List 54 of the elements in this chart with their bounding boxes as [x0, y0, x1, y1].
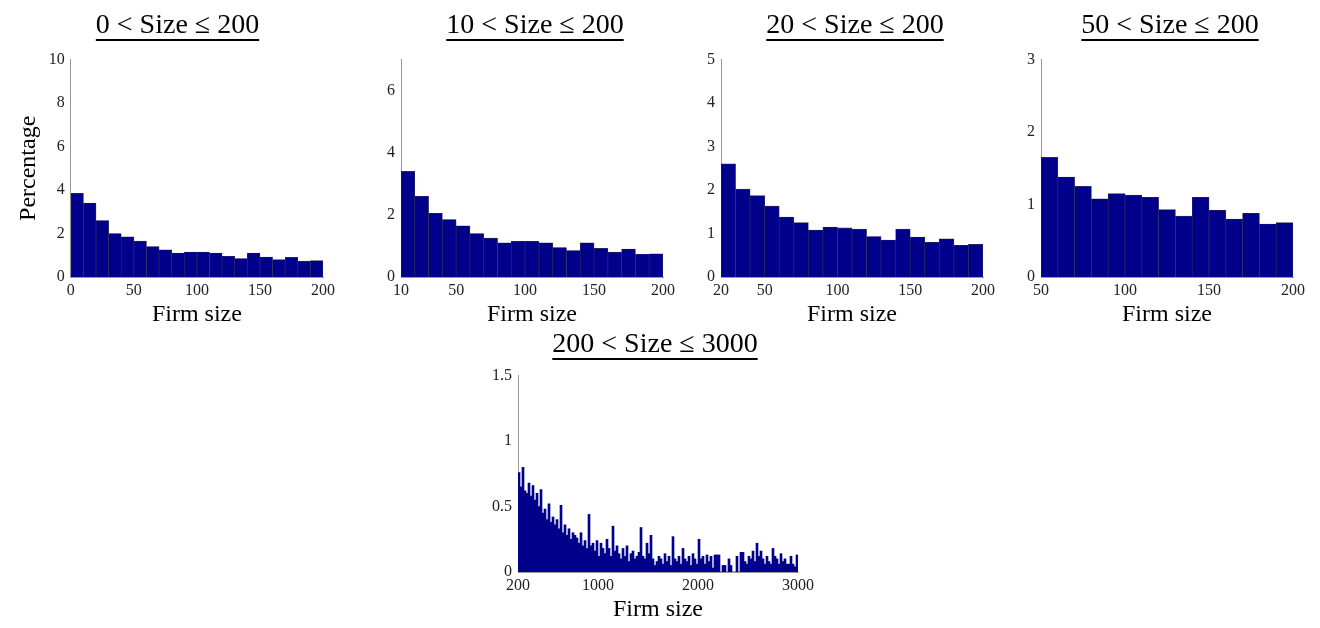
x-axis-title: Firm size — [487, 299, 577, 326]
y-tick-label: 4 — [387, 142, 395, 160]
y-tick-label: 2 — [387, 205, 395, 223]
x-tick-label: 200 — [1281, 280, 1305, 298]
chart-title: 200 < Size ≤ 3000 — [552, 327, 758, 359]
x-tick-label: 200 — [311, 280, 335, 298]
y-tick-label: 0 — [56, 267, 65, 285]
x-tick-label: 100 — [513, 280, 538, 298]
y-tick-label: 0 — [707, 267, 715, 285]
y-tick-label: 0 — [1027, 267, 1035, 285]
x-tick-label: 50 — [448, 280, 465, 298]
x-tick-label: 2000 — [682, 575, 714, 593]
y-tick-label: 4 — [56, 180, 65, 198]
chart-title: 50 < Size ≤ 200 — [1081, 8, 1259, 40]
x-tick-label: 150 — [582, 280, 607, 298]
x-axis-title: Firm size — [1122, 299, 1212, 326]
x-tick-label: 150 — [898, 280, 923, 298]
y-tick-label: 1.5 — [492, 365, 512, 383]
x-axis-title: Firm size — [613, 594, 703, 621]
y-tick-label: 10 — [48, 49, 65, 67]
x-tick-label: 100 — [184, 280, 209, 298]
y-tick-label: 4 — [707, 93, 715, 111]
x-tick-label: 50 — [1033, 280, 1049, 298]
y-tick-label: 3 — [707, 136, 715, 154]
y-tick-label: 2 — [56, 223, 65, 241]
x-tick-label: 150 — [1197, 280, 1221, 298]
x-tick-label: 1000 — [582, 575, 614, 593]
x-tick-label: 150 — [247, 280, 272, 298]
chart-title: 10 < Size ≤ 200 — [446, 8, 624, 40]
y-tick-label: 1 — [707, 223, 715, 241]
x-tick-label: 100 — [825, 280, 850, 298]
y-tick-label: 0 — [387, 267, 395, 285]
y-tick-label: 1 — [1027, 194, 1035, 212]
x-tick-label: 3000 — [782, 575, 814, 593]
chart-title: 20 < Size ≤ 200 — [766, 8, 944, 40]
y-tick-label: 2 — [1027, 122, 1035, 140]
x-axis-title: Firm size — [807, 299, 897, 326]
y-tick-label: 3 — [1027, 49, 1035, 67]
y-axis-title: Percentage — [13, 115, 40, 221]
x-tick-label: 20 — [713, 280, 729, 298]
x-tick-label: 200 — [651, 280, 675, 298]
y-tick-label: 8 — [56, 93, 65, 111]
x-axis-title: Firm size — [151, 299, 242, 326]
y-tick-label: 6 — [56, 136, 65, 154]
x-tick-label: 50 — [125, 280, 142, 298]
y-tick-label: 1 — [504, 431, 512, 449]
x-tick-label: 200 — [971, 280, 995, 298]
y-tick-label: 5 — [707, 49, 715, 67]
x-tick-label: 50 — [756, 280, 773, 298]
y-tick-label: 0.5 — [492, 496, 512, 514]
chart-title: 0 < Size ≤ 200 — [95, 8, 260, 40]
x-tick-label: 100 — [1113, 280, 1137, 298]
y-tick-label: 6 — [387, 80, 395, 98]
y-tick-label: 2 — [707, 180, 715, 198]
